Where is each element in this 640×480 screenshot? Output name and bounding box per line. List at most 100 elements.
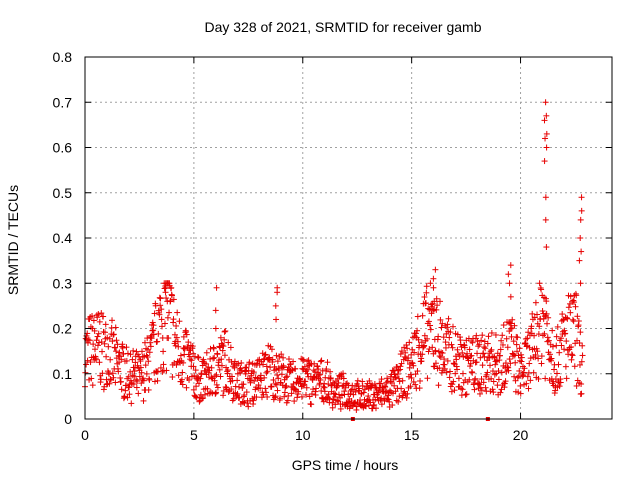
- y-axis-label: SRMTID / TECUs: [5, 185, 21, 295]
- data-point: [163, 367, 170, 374]
- data-point: [264, 368, 271, 375]
- data-point: [525, 385, 532, 392]
- data-point: [573, 292, 580, 299]
- data-point: [410, 362, 417, 369]
- data-point: [484, 369, 491, 376]
- data-point: [127, 368, 134, 375]
- data-point: [315, 366, 322, 373]
- data-point: [236, 383, 243, 390]
- data-point: [210, 345, 217, 352]
- data-point: [213, 389, 220, 396]
- data-point: [126, 391, 133, 398]
- data-point: [173, 361, 180, 368]
- data-point: [475, 380, 482, 387]
- data-point: [280, 354, 287, 361]
- chart-title: Day 328 of 2021, SRMTID for receiver gam…: [204, 19, 481, 35]
- data-point: [398, 385, 405, 392]
- data-point: [338, 392, 345, 399]
- data-point: [134, 378, 141, 385]
- data-point: [87, 359, 94, 366]
- x-axis-label: GPS time / hours: [292, 457, 399, 473]
- data-point: [395, 375, 402, 382]
- data-point: [518, 351, 525, 358]
- data-point: [441, 365, 448, 372]
- data-point: [455, 375, 462, 382]
- data-point: [543, 310, 550, 317]
- data-point: [443, 369, 450, 376]
- data-point: [394, 371, 401, 378]
- data-point: [574, 313, 581, 320]
- data-point: [308, 390, 315, 397]
- data-point: [318, 357, 325, 364]
- data-point: [562, 363, 569, 370]
- data-point: [144, 354, 151, 361]
- data-point: [278, 371, 285, 378]
- data-point: [272, 302, 279, 309]
- data-point: [544, 334, 551, 341]
- data-point: [377, 396, 384, 403]
- data-point: [489, 368, 496, 375]
- data-point: [89, 382, 96, 389]
- data-point: [509, 316, 516, 323]
- data-point: [290, 358, 297, 365]
- data-point: [139, 348, 146, 355]
- data-point: [260, 361, 267, 368]
- data-point: [362, 403, 369, 410]
- data-point: [403, 342, 410, 349]
- data-point: [494, 382, 501, 389]
- axis-ticks: 0 0.1 0.2 0.3 0.4 0.5 0.6 0.7 0.8 0 5 10 15 20: [53, 49, 612, 443]
- data-point: [213, 284, 220, 291]
- data-point: [261, 374, 268, 381]
- data-point: [109, 317, 116, 324]
- data-point: [131, 373, 138, 380]
- data-point: [130, 380, 137, 387]
- data-point: [488, 346, 495, 353]
- data-point: [102, 321, 109, 328]
- data-point: [194, 353, 201, 360]
- data-points: [82, 99, 586, 421]
- data-point: [447, 329, 454, 336]
- data-point: [408, 359, 415, 366]
- data-point: [475, 343, 482, 350]
- data-point: [525, 329, 532, 336]
- data-point: [524, 373, 531, 380]
- data-point: [331, 393, 338, 400]
- data-point: [477, 390, 484, 397]
- data-point: [118, 386, 125, 393]
- data-point: [196, 380, 203, 387]
- data-point: [274, 358, 281, 365]
- data-point: [482, 384, 489, 391]
- data-point: [417, 377, 424, 384]
- data-point: [495, 376, 502, 383]
- data-point: [499, 341, 506, 348]
- data-point: [520, 369, 527, 376]
- data-point: [190, 363, 197, 370]
- data-point: [549, 343, 556, 350]
- data-point: [292, 365, 299, 372]
- data-point: [183, 331, 190, 338]
- data-point: [225, 388, 232, 395]
- data-point: [478, 337, 485, 344]
- data-point: [427, 322, 434, 329]
- data-point: [271, 394, 278, 401]
- data-point: [412, 371, 419, 378]
- data-point: [554, 323, 561, 330]
- data-point: [504, 364, 511, 371]
- data-point: [190, 386, 197, 393]
- data-point: [360, 389, 367, 396]
- data-point: [498, 369, 505, 376]
- data-point: [414, 313, 421, 320]
- data-point: [435, 382, 442, 389]
- data-point: [490, 389, 497, 396]
- data-point: [106, 380, 113, 387]
- data-point: [351, 386, 358, 393]
- data-point: [288, 366, 295, 373]
- data-point: [524, 335, 531, 342]
- data-point: [510, 338, 517, 345]
- data-point: [399, 377, 406, 384]
- data-point: [500, 322, 507, 329]
- data-point: [334, 382, 341, 389]
- data-point: [398, 360, 405, 367]
- data-point: [469, 369, 476, 376]
- data-point: [428, 310, 435, 317]
